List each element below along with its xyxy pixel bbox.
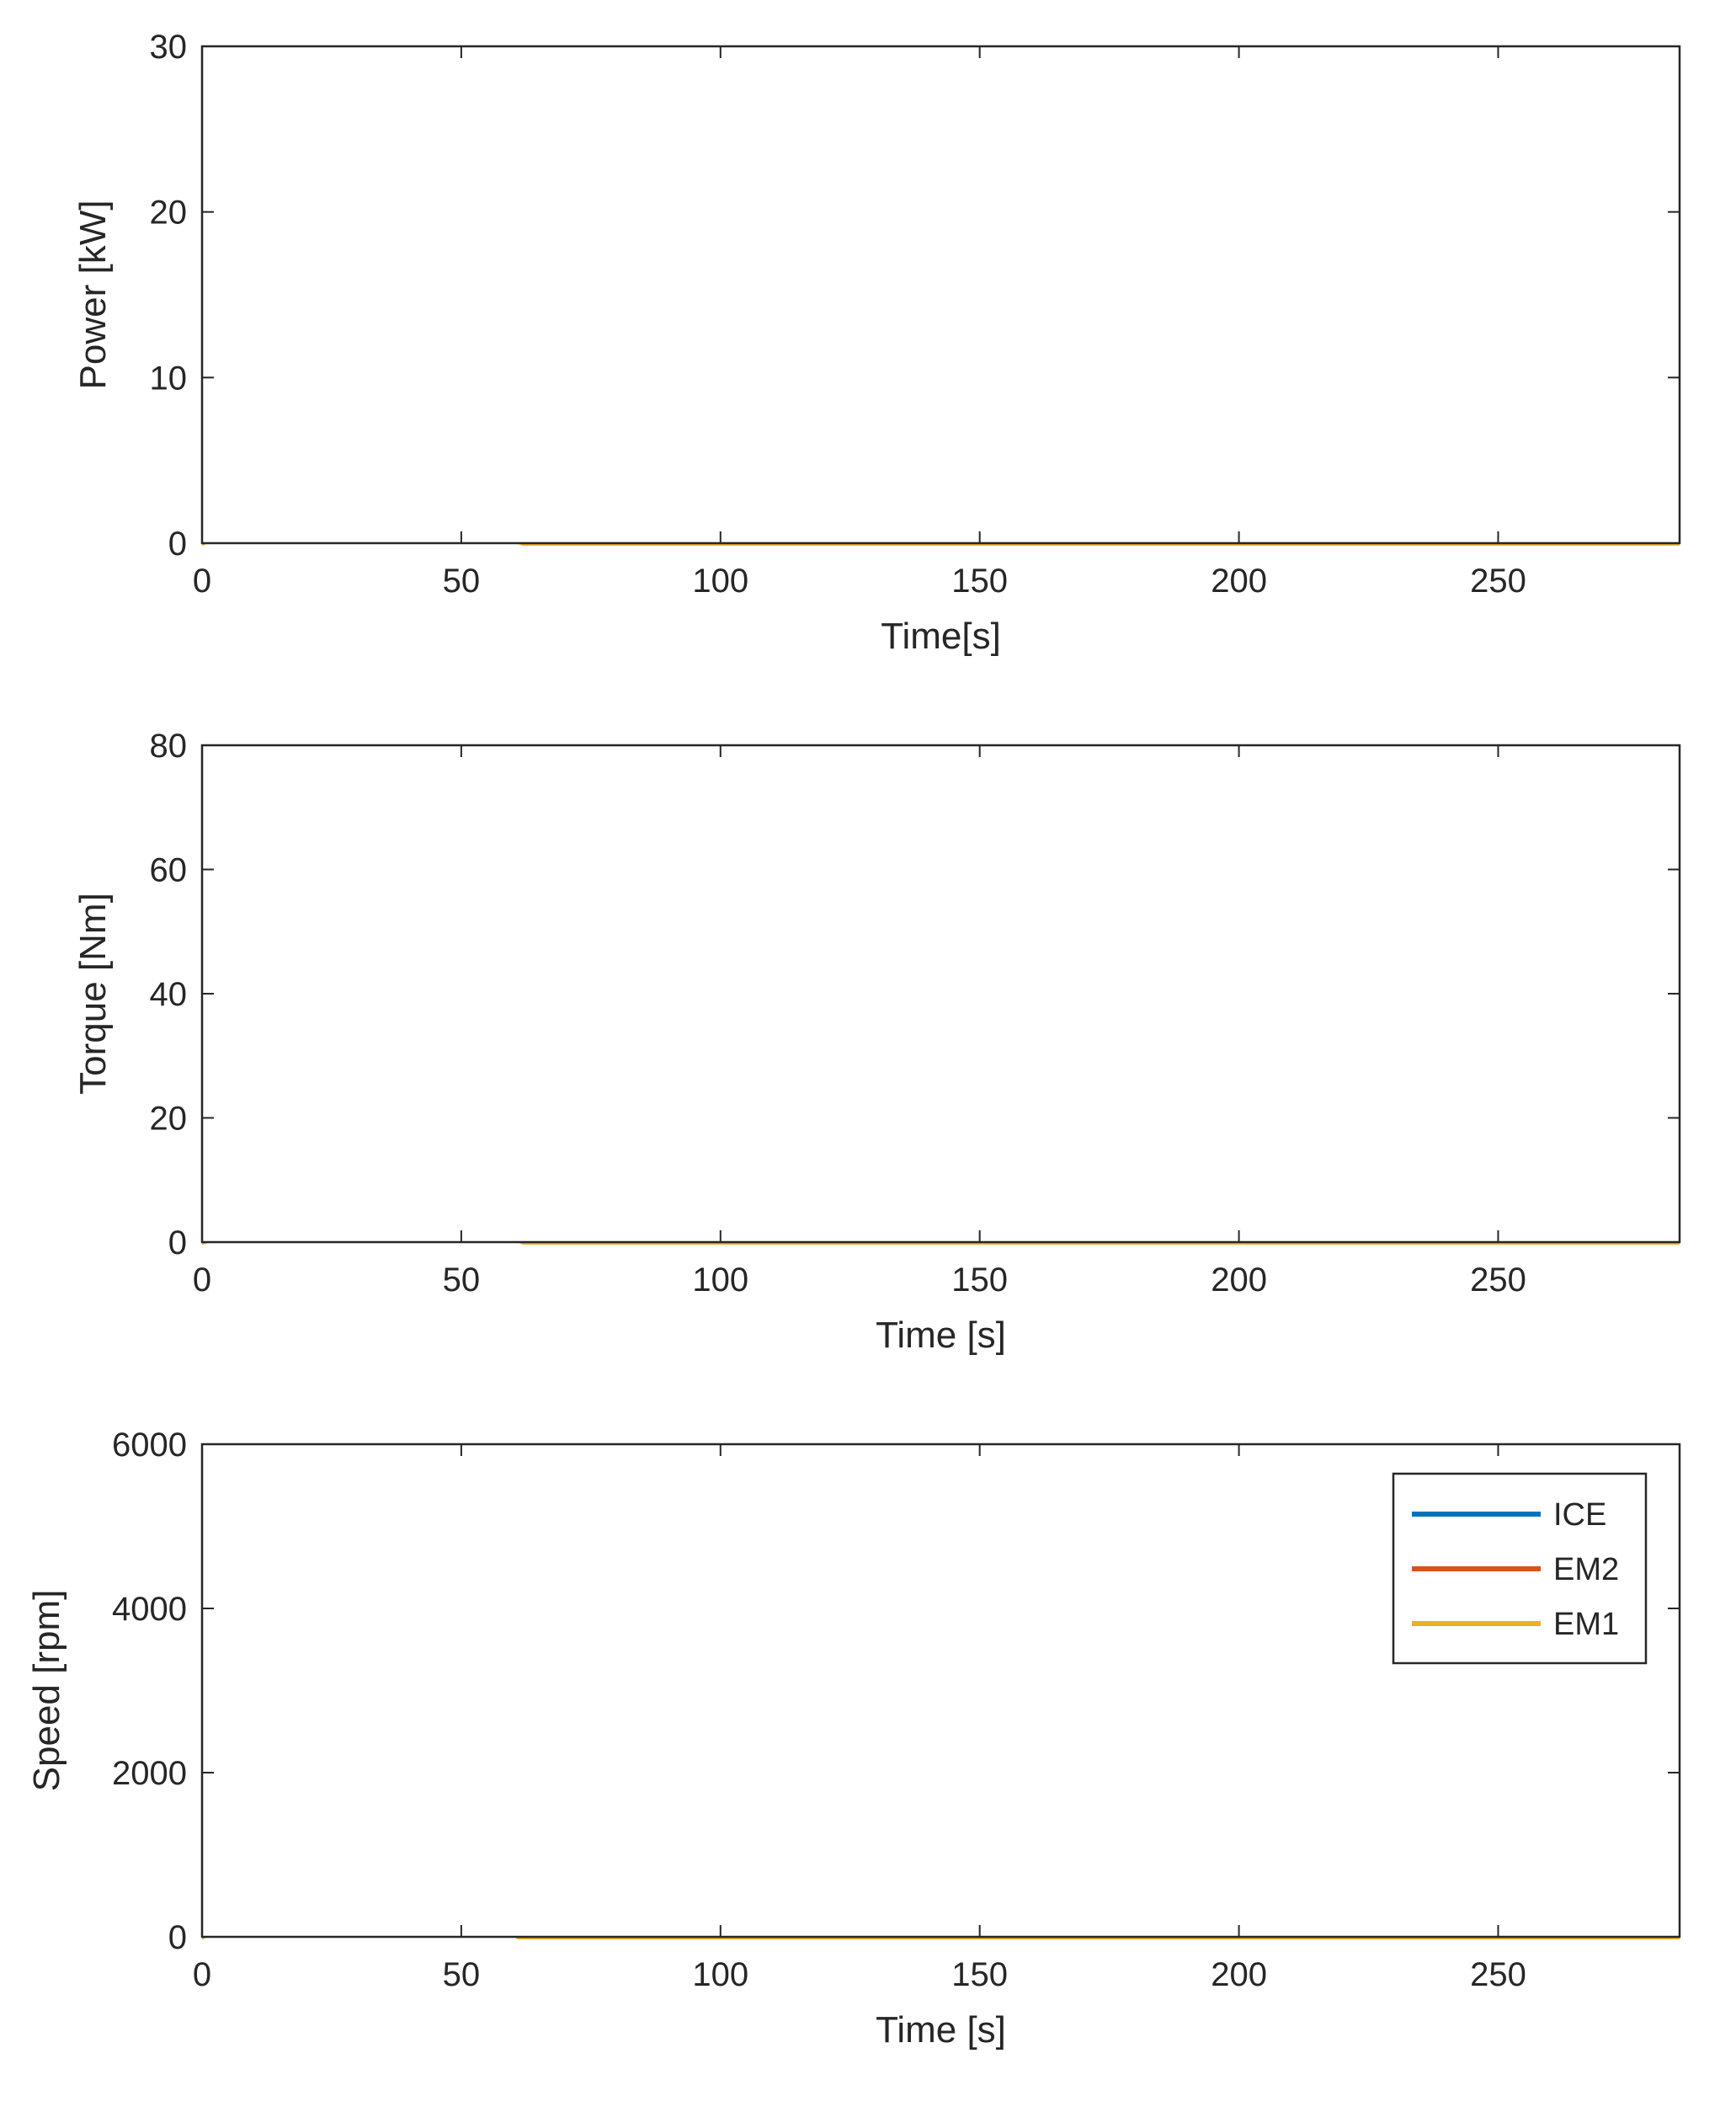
speed-y-axis-label: Speed [rpm] — [26, 1590, 67, 1792]
speed-xtick-label-0: 0 — [193, 1956, 211, 1993]
legend-label-em2: EM2 — [1553, 1552, 1619, 1587]
torque-chart: 0 50 100 150 200 250 0 20 40 60 80 Time [s] Torque [… — [72, 728, 1681, 1356]
speed-xtick-label-4: 200 — [1211, 1956, 1267, 1993]
speed-xtick-label-1: 50 — [443, 1956, 481, 1993]
power-xtick-label-2: 100 — [692, 563, 748, 600]
power-chart: 0 50 100 150 200 250 0 10 20 30 Time[s] Power [kW] — [72, 29, 1681, 657]
speed-xtick-label-3: 150 — [951, 1956, 1008, 1993]
torque-ytick-label-1: 20 — [150, 1101, 188, 1138]
power-xtick-label-0: 0 — [193, 563, 211, 600]
power-x-axis-label: Time[s] — [881, 616, 1001, 657]
power-xtick-label-3: 150 — [951, 563, 1008, 600]
power-xtick-label-1: 50 — [443, 563, 481, 600]
torque-xtick-label-1: 50 — [443, 1261, 481, 1299]
torque-x-axis-label: Time [s] — [876, 1315, 1006, 1356]
torque-ytick-label-4: 80 — [150, 728, 188, 765]
legend-label-ice: ICE — [1553, 1497, 1606, 1533]
power-ytick-label-3: 30 — [150, 29, 188, 66]
speed-ytick-label-2: 4000 — [112, 1591, 187, 1628]
torque-ytick-label-3: 60 — [150, 852, 188, 889]
power-xtick-label-4: 200 — [1211, 563, 1267, 600]
speed-chart: 0 50 100 150 200 250 0 2000 4000 6000 Time [s] Spee… — [26, 1427, 1681, 2051]
speed-xtick-label-2: 100 — [692, 1956, 748, 1993]
power-ytick-label-0: 0 — [168, 525, 187, 563]
power-axes-box — [200, 45, 1681, 545]
speed-ytick-label-0: 0 — [168, 1919, 187, 1956]
speed-ytick-label-1: 2000 — [112, 1755, 187, 1792]
torque-xtick-label-5: 250 — [1470, 1261, 1526, 1299]
speed-xtick-label-5: 250 — [1470, 1956, 1526, 1993]
power-y-axis-label: Power [kW] — [72, 200, 114, 390]
speed-x-axis-label: Time [s] — [876, 2009, 1006, 2051]
legend: ICE EM2 EM1 — [1392, 1472, 1648, 1665]
torque-xtick-label-3: 150 — [951, 1261, 1008, 1299]
torque-y-axis-label: Torque [Nm] — [72, 893, 114, 1095]
speed-ytick-label-3: 6000 — [112, 1427, 187, 1464]
legend-label-em1: EM1 — [1553, 1607, 1619, 1642]
power-xtick-label-5: 250 — [1470, 563, 1526, 600]
torque-xtick-label-4: 200 — [1211, 1261, 1267, 1299]
torque-ytick-label-0: 0 — [168, 1224, 187, 1261]
torque-axes-box — [200, 744, 1681, 1244]
torque-xtick-label-2: 100 — [692, 1261, 748, 1299]
torque-xtick-label-0: 0 — [193, 1261, 211, 1299]
torque-ytick-label-2: 40 — [150, 976, 188, 1013]
power-ytick-label-1: 10 — [150, 360, 188, 397]
power-ytick-label-2: 20 — [150, 195, 188, 232]
